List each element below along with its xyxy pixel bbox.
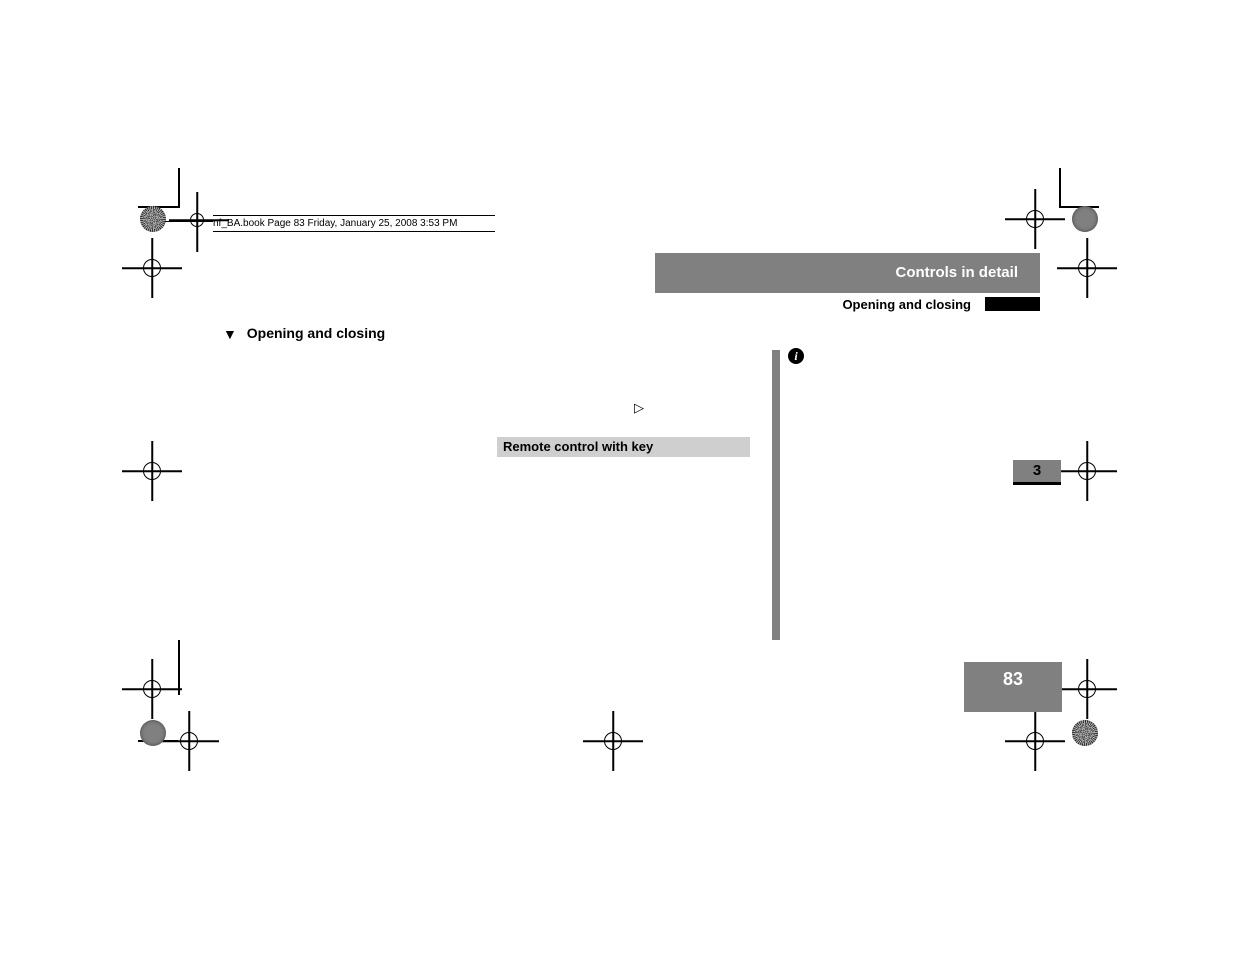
black-tab (985, 297, 1040, 311)
registration-mark (1026, 210, 1044, 228)
registration-mark (143, 259, 161, 277)
registration-mark (143, 462, 161, 480)
section-subtitle: Opening and closing (842, 297, 971, 312)
crop-mark (1059, 168, 1061, 208)
color-ball (1072, 206, 1098, 232)
info-bar (772, 350, 780, 640)
color-ball (140, 720, 166, 746)
triangle-right-icon: ▷ (634, 400, 644, 416)
crop-mark (178, 640, 180, 695)
file-stamp: nf_BA.book Page 83 Friday, January 25, 2… (213, 215, 495, 232)
triangle-down-icon: ▼ (223, 326, 237, 342)
chapter-tab: 3 (1013, 460, 1061, 485)
registration-mark (1026, 732, 1044, 750)
registration-mark (604, 732, 622, 750)
info-icon: i (788, 348, 804, 364)
color-ball (140, 206, 166, 232)
registration-mark (1078, 680, 1096, 698)
section-subtitle-bar: Opening and closing (655, 293, 1040, 315)
subsection-heading: Remote control with key (497, 437, 750, 457)
registration-mark (180, 732, 198, 750)
section-heading-text: Opening and closing (247, 325, 385, 341)
registration-mark (190, 213, 204, 227)
rule-line (165, 221, 213, 222)
crop-mark (178, 168, 180, 208)
section-heading: ▼ Opening and closing (223, 325, 385, 342)
registration-mark (143, 680, 161, 698)
page-number: 83 (964, 662, 1062, 712)
registration-mark (1078, 259, 1096, 277)
chapter-title: Controls in detail (655, 253, 1040, 293)
color-ball (1072, 720, 1098, 746)
registration-mark (1078, 462, 1096, 480)
